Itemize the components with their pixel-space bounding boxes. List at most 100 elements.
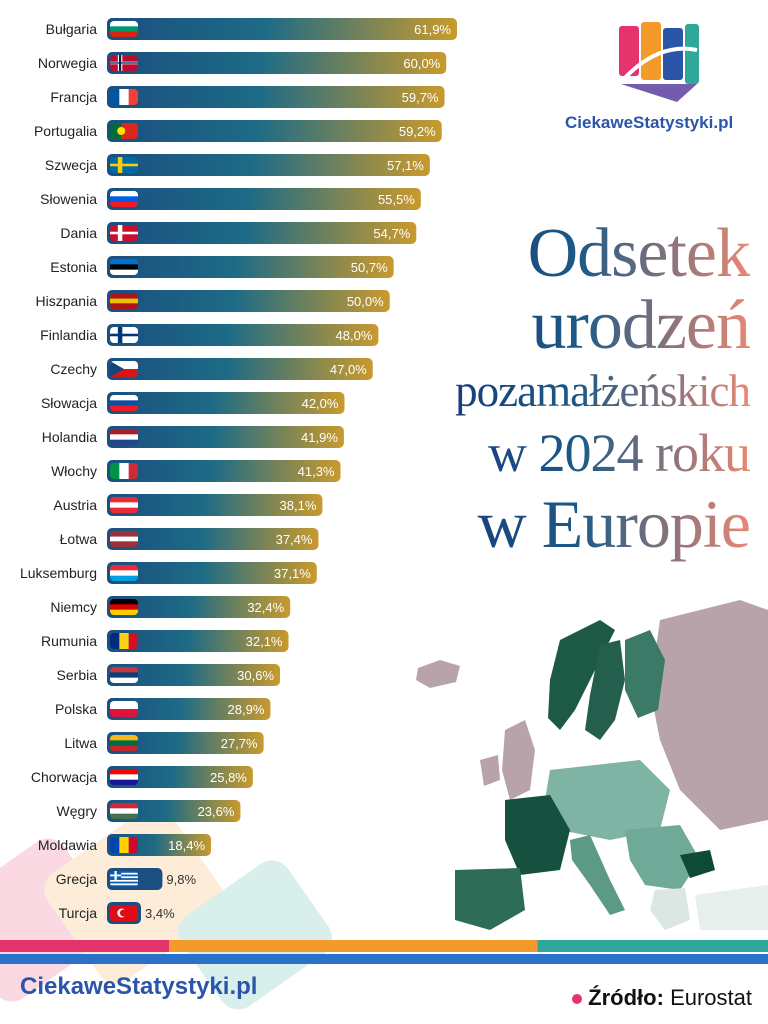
bar-row: Włochy 41,3%	[51, 460, 341, 482]
bar-row: Dania 54,7%	[60, 222, 417, 244]
bar-row: Polska 28,9%	[55, 698, 271, 720]
bar-row: Norwegia 60,0%	[38, 52, 447, 74]
bar	[107, 800, 241, 822]
bar-row: Węgry 23,6%	[57, 800, 241, 822]
category-label: Grecja	[56, 871, 97, 887]
category-label: Szwecja	[45, 157, 97, 173]
flag-icon	[110, 225, 138, 241]
category-label: Polska	[55, 701, 97, 717]
value-label: 59,2%	[399, 124, 436, 139]
flag-icon	[110, 871, 138, 887]
bar	[107, 52, 447, 74]
bar	[107, 256, 394, 278]
category-label: Portugalia	[34, 123, 97, 139]
value-label: 23,6%	[198, 804, 235, 819]
map-central	[545, 760, 670, 840]
bar	[107, 86, 445, 108]
flag-icon	[110, 565, 138, 581]
category-label: Austria	[53, 497, 97, 513]
bar-row: Bułgaria 61,9%	[46, 18, 457, 40]
map-greece	[650, 888, 690, 930]
bottom-stripe-2	[0, 954, 768, 964]
flag-icon	[110, 395, 138, 411]
category-label: Czechy	[50, 361, 97, 377]
category-label: Rumunia	[41, 633, 97, 649]
bar-row: Słowenia 55,5%	[40, 188, 421, 210]
map-sweden	[585, 640, 625, 740]
bar	[107, 120, 442, 142]
bar-row: Chorwacja 25,8%	[31, 766, 253, 788]
flag-icon	[110, 803, 138, 819]
title-line-1: Odsetek	[440, 218, 751, 290]
flag-icon	[110, 361, 138, 377]
value-label: 57,1%	[387, 158, 424, 173]
bar-row: Francja 59,7%	[50, 86, 445, 108]
bar	[107, 630, 289, 652]
category-label: Serbia	[57, 667, 98, 683]
category-label: Słowacja	[41, 395, 97, 411]
category-label: Łotwa	[60, 531, 98, 547]
flag-icon	[110, 769, 138, 785]
bar-chart: Bułgaria 61,9% Norwegia 60,0% Francja 59,7% Po…	[20, 18, 457, 924]
map-uk	[502, 720, 535, 800]
brand-name-top[interactable]: CiekaweStatystyki.pl	[565, 113, 734, 132]
category-label: Turcja	[59, 905, 98, 921]
flag-icon	[110, 667, 138, 683]
value-label: 30,6%	[237, 668, 274, 683]
bar-row: Austria 38,1%	[53, 494, 323, 516]
map-norway	[548, 620, 615, 730]
bar-row: Hiszpania 50,0%	[36, 290, 390, 312]
value-label: 38,1%	[280, 498, 317, 513]
source-dot-icon	[572, 994, 583, 1005]
flag-icon	[110, 633, 138, 649]
flag-icon	[110, 89, 138, 105]
value-label: 41,3%	[298, 464, 335, 479]
bar	[107, 460, 341, 482]
bar	[107, 664, 281, 686]
value-label: 25,8%	[210, 770, 247, 785]
value-label: 32,4%	[247, 600, 284, 615]
europe-map	[416, 600, 768, 930]
page-title: Odsetek urodzeń pozamałżeńskich w 2024 r…	[440, 218, 751, 563]
bar-row: Estonia 50,7%	[50, 256, 394, 278]
bar	[107, 188, 421, 210]
title-line-3: pozamałżeńskich	[440, 362, 751, 420]
title-line-2: urodzeń	[440, 290, 751, 362]
bar-row: Szwecja 57,1%	[45, 154, 430, 176]
flag-icon	[110, 837, 138, 853]
flag-icon	[110, 55, 138, 71]
value-label: 60,0%	[403, 56, 440, 71]
map-iceland	[416, 660, 460, 688]
bar	[107, 392, 345, 414]
value-label: 37,1%	[274, 566, 311, 581]
bar-row: Serbia 30,6%	[57, 664, 281, 686]
category-label: Słowenia	[40, 191, 97, 207]
flag-icon	[110, 21, 138, 37]
category-label: Włochy	[51, 463, 97, 479]
flag-icon	[110, 701, 138, 717]
category-label: Niemcy	[50, 599, 97, 615]
map-ireland	[480, 755, 500, 786]
bar-row: Niemcy 32,4%	[50, 596, 291, 618]
map-turkey	[695, 885, 768, 930]
source-note: Źródło: Eurostat	[572, 985, 752, 1011]
value-label: 27,7%	[221, 736, 258, 751]
title-line-4: w 2024 roku	[440, 420, 751, 486]
value-label: 42,0%	[302, 396, 339, 411]
value-label: 59,7%	[402, 90, 439, 105]
category-label: Bułgaria	[46, 21, 98, 37]
value-label: 28,9%	[228, 702, 265, 717]
flag-icon	[110, 463, 138, 479]
brand-name-bottom[interactable]: CiekaweStatystyki.pl	[20, 973, 258, 1000]
source-value: Eurostat	[670, 985, 752, 1010]
bar	[107, 698, 271, 720]
category-label: Węgry	[57, 803, 97, 819]
flag-icon	[110, 905, 138, 921]
bar	[107, 18, 457, 40]
bar-row: Grecja 9,8%	[56, 868, 196, 890]
map-bulgaria	[680, 850, 715, 878]
map-finland	[625, 630, 665, 718]
bar-row: Moldawia 18,4%	[38, 834, 212, 856]
flag-icon	[110, 599, 138, 615]
category-label: Hiszpania	[36, 293, 98, 309]
